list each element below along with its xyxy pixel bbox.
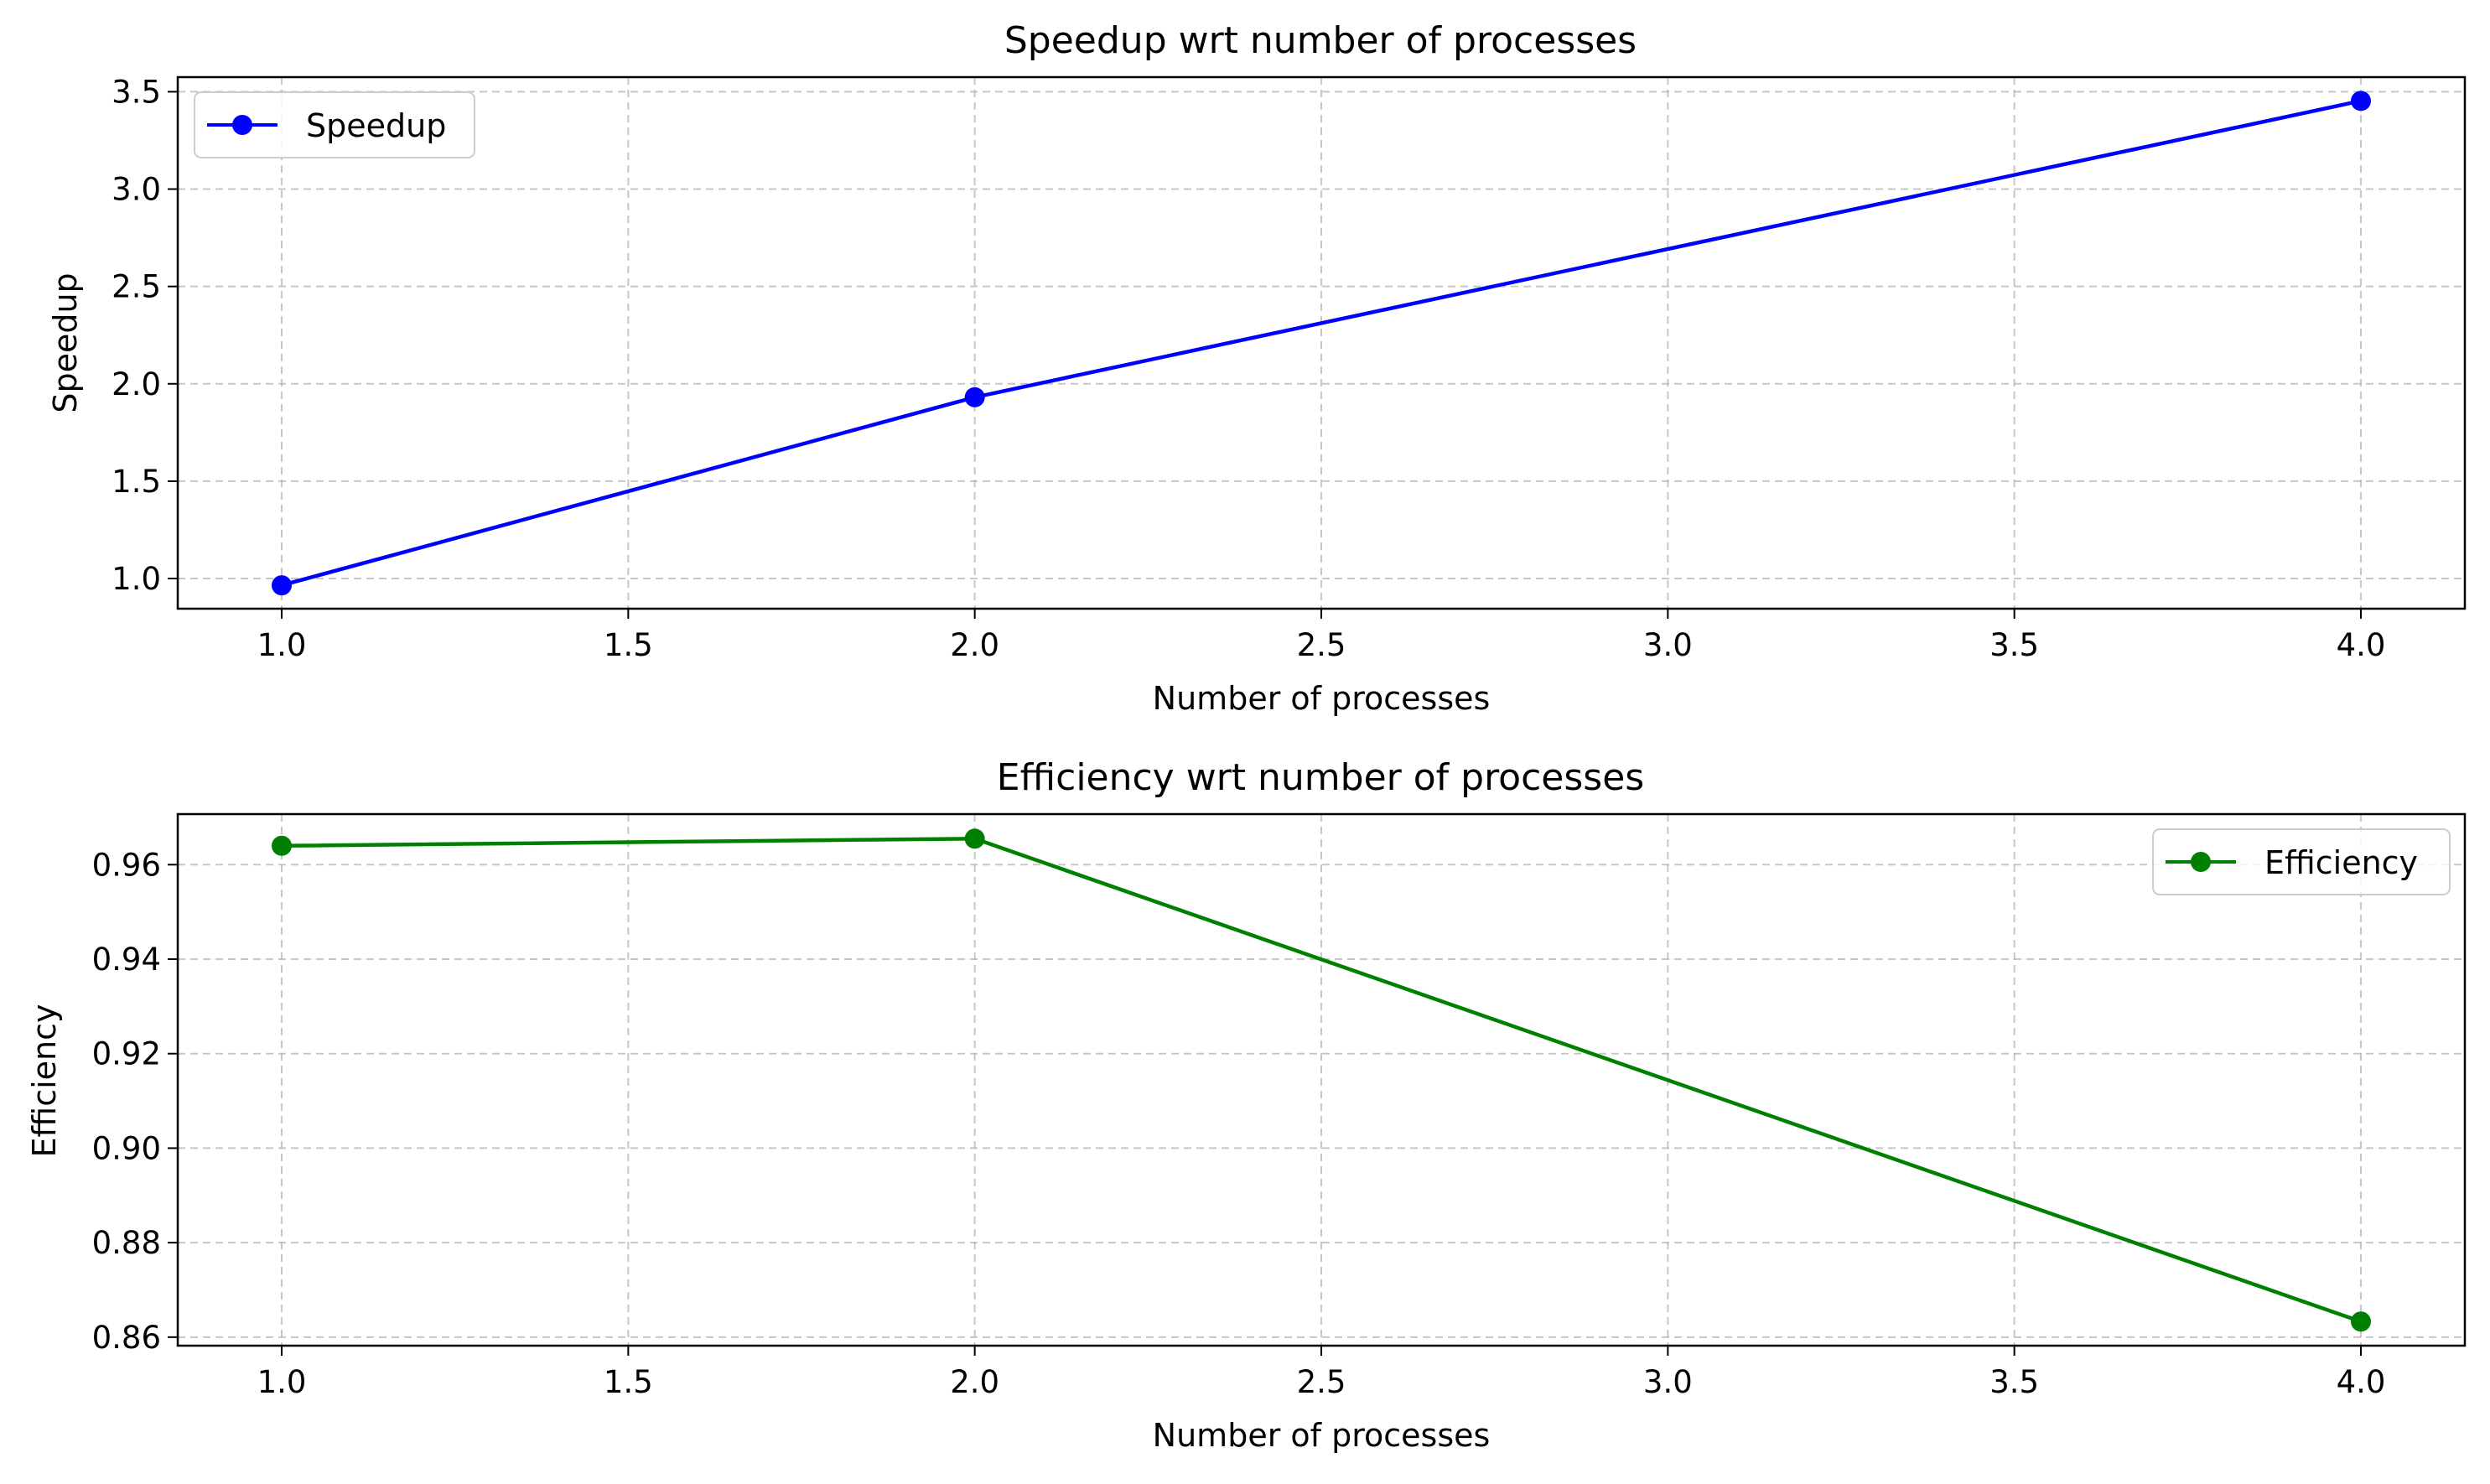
- efficiency-series: [272, 828, 2371, 1332]
- efficiency-legend-box: [2152, 828, 2451, 895]
- efficiency-y-ticks: 0.86 0.88 0.90 0.92 0.94 0.96: [92, 847, 178, 1356]
- speedup-y-tick-label: 3.0: [112, 172, 161, 208]
- efficiency-grid: [178, 814, 2465, 1346]
- speedup-data-point: [272, 575, 292, 596]
- speedup-y-tick-label: 2.0: [112, 366, 161, 402]
- efficiency-x-axis-label: Number of processes: [1153, 1417, 1491, 1454]
- speedup-x-tick-label: 2.5: [1297, 627, 1346, 663]
- speedup-legend-label: Speedup: [306, 107, 446, 144]
- efficiency-y-tick-label: 0.90: [92, 1130, 161, 1166]
- efficiency-data-point: [964, 828, 985, 849]
- efficiency-x-tick-label: 3.0: [1643, 1364, 1693, 1400]
- speedup-legend-box: [194, 91, 475, 158]
- speedup-x-tick-label: 3.5: [1989, 627, 2039, 663]
- speedup-legend: Speedup: [194, 91, 475, 158]
- efficiency-x-tick-label: 3.5: [1989, 1364, 2039, 1400]
- speedup-series: [272, 91, 2371, 596]
- speedup-x-tick-label: 3.0: [1643, 627, 1693, 663]
- speedup-y-tick-label: 3.5: [112, 74, 161, 110]
- efficiency-y-tick-label: 0.88: [92, 1225, 161, 1261]
- speedup-x-tick-label: 1.5: [604, 627, 653, 663]
- efficiency-legend: Efficiency: [2152, 828, 2451, 895]
- speedup-x-tick-label: 4.0: [2337, 627, 2386, 663]
- speedup-x-axis-label: Number of processes: [1153, 680, 1491, 717]
- efficiency-data-point: [272, 835, 292, 856]
- speedup-data-point: [2351, 91, 2371, 112]
- efficiency-y-tick-label: 0.96: [92, 847, 161, 883]
- speedup-x-tick-label: 1.0: [257, 627, 307, 663]
- speedup-y-tick-label: 2.5: [112, 269, 161, 305]
- efficiency-y-tick-label: 0.92: [92, 1036, 161, 1072]
- speedup-y-tick-label: 1.0: [112, 561, 161, 597]
- efficiency-chart-title: Efficiency wrt number of processes: [997, 756, 1644, 799]
- speedup-legend-marker: [232, 115, 252, 135]
- speedup-y-axis-label: Speedup: [47, 272, 84, 413]
- efficiency-y-tick-label: 0.94: [92, 942, 161, 978]
- efficiency-chart: Efficiency wrt number of processes 1.0 1.…: [26, 756, 2467, 1454]
- speedup-y-ticks: 1.0 1.5 2.0 2.5 3.0 3.5: [112, 74, 178, 597]
- speedup-chart-title: Speedup wrt number of processes: [1004, 19, 1637, 62]
- efficiency-x-ticks: 1.0 1.5 2.0 2.5 3.0 3.5 4.0: [257, 1346, 2386, 1400]
- efficiency-legend-marker: [2191, 852, 2211, 872]
- efficiency-data-point: [2351, 1311, 2371, 1332]
- efficiency-legend-label: Efficiency: [2264, 844, 2418, 881]
- efficiency-x-tick-label: 2.0: [950, 1364, 999, 1400]
- efficiency-x-tick-label: 2.5: [1297, 1364, 1346, 1400]
- efficiency-x-tick-label: 1.5: [604, 1364, 653, 1400]
- speedup-y-tick-label: 1.5: [112, 464, 161, 500]
- speedup-x-ticks: 1.0 1.5 2.0 2.5 3.0 3.5 4.0: [257, 609, 2386, 663]
- speedup-chart: Speedup wrt number of processes 1.0 1.5 2.…: [47, 19, 2467, 717]
- speedup-data-point: [964, 387, 985, 407]
- speedup-x-tick-label: 2.0: [950, 627, 999, 663]
- efficiency-y-tick-label: 0.86: [92, 1320, 161, 1356]
- efficiency-y-axis-label: Efficiency: [26, 1004, 63, 1157]
- speedup-grid: [178, 77, 2465, 609]
- efficiency-x-tick-label: 1.0: [257, 1364, 307, 1400]
- efficiency-x-tick-label: 4.0: [2337, 1364, 2386, 1400]
